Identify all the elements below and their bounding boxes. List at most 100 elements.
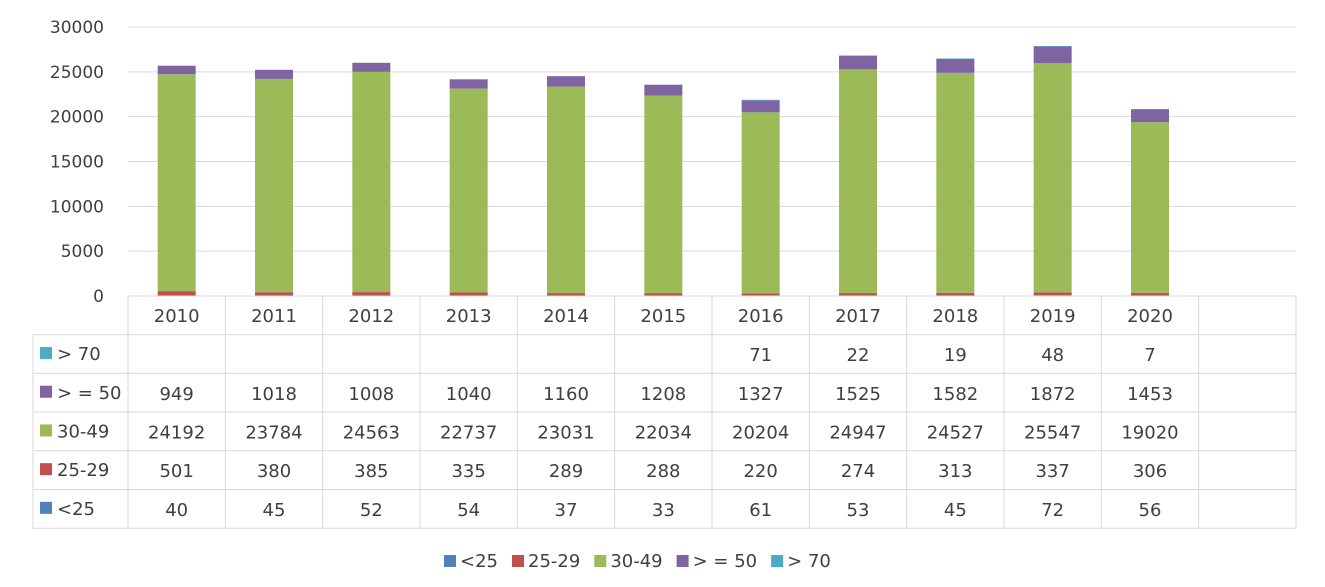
bar-segment: [839, 55, 877, 57]
bar-segment: [839, 69, 877, 294]
data-label: 335: [451, 461, 485, 482]
category-label: 2018: [932, 306, 978, 327]
data-label: 1525: [835, 384, 881, 405]
data-label: 1327: [738, 384, 784, 405]
bar-segment: [449, 292, 488, 296]
data-label: 288: [646, 461, 680, 482]
data-label: 501: [159, 461, 193, 482]
bar-segment: [157, 65, 196, 75]
series-label: <25: [57, 499, 95, 520]
category-label: 2019: [1030, 306, 1076, 327]
data-label: 37: [555, 500, 578, 521]
data-label: 220: [743, 461, 777, 482]
bar-segment: [839, 55, 877, 70]
bar-segment: [741, 112, 780, 294]
data-label: 274: [841, 461, 875, 482]
series-label: > = 50: [57, 383, 122, 404]
bar-segment: [741, 293, 780, 296]
legend-key: [40, 385, 52, 398]
bar-segment: [547, 293, 585, 296]
category-label: 2010: [154, 306, 200, 327]
bar-segment: [644, 293, 683, 296]
data-label: 1040: [446, 384, 492, 405]
category-label: 2015: [640, 306, 686, 327]
bar-segment: [1033, 46, 1072, 47]
data-label: 385: [354, 461, 388, 482]
data-label: 24527: [927, 422, 984, 443]
y-tick-label: 10000: [50, 197, 104, 217]
data-label: 1582: [932, 384, 978, 405]
data-label: 40: [165, 500, 188, 521]
data-label: 24947: [829, 422, 886, 443]
y-tick-label: 0: [93, 287, 104, 307]
category-label: 2014: [543, 306, 589, 327]
data-label: 48: [1041, 345, 1064, 366]
data-label: 23784: [245, 422, 302, 443]
bar-segment: [644, 95, 683, 294]
data-label: 306: [1133, 461, 1167, 482]
data-label: 949: [159, 384, 193, 405]
legend-entry: <25: [460, 551, 498, 572]
legend-key: [40, 501, 52, 514]
data-label: 72: [1041, 500, 1064, 521]
data-label: 71: [749, 345, 772, 366]
bar-segment: [1131, 109, 1169, 110]
data-label: 33: [652, 500, 675, 521]
category-label: 2016: [738, 306, 784, 327]
category-label: 2011: [251, 306, 297, 327]
y-tick-label: 20000: [50, 108, 104, 128]
bar-segment: [936, 58, 975, 60]
category-label: 2017: [835, 306, 881, 327]
data-label: 24192: [148, 422, 205, 443]
bar-segment: [741, 99, 780, 101]
data-label: 7: [1144, 345, 1155, 366]
bar-segment: [936, 292, 975, 296]
bar-segment: [1131, 122, 1169, 293]
data-label: 22: [847, 345, 870, 366]
bar-segment: [1033, 63, 1072, 293]
data-label: 53: [847, 500, 870, 521]
bar-segment: [352, 71, 391, 293]
data-label: 1208: [640, 384, 686, 405]
bar-segment: [547, 86, 585, 294]
bar-segment: [1131, 292, 1169, 296]
data-label: 19: [944, 345, 967, 366]
legend-swatch: [444, 555, 456, 567]
bar-segment: [255, 69, 293, 79]
data-label: 1453: [1127, 384, 1173, 405]
legend-swatch: [676, 555, 689, 567]
bar-segment: [741, 100, 780, 113]
bar-segment: [255, 292, 293, 296]
legend-entry: > = 50: [693, 551, 758, 572]
legend-entry: 25-29: [528, 551, 580, 572]
legend-swatch: [594, 555, 607, 567]
data-label: 19020: [1121, 422, 1178, 443]
data-label: 25547: [1024, 422, 1081, 443]
bar-segment: [157, 291, 196, 296]
bar-segment: [644, 84, 683, 96]
series-label: 25-29: [57, 460, 109, 481]
bar-segment: [157, 74, 196, 292]
bar-segment: [352, 62, 391, 72]
bar-segment: [1131, 109, 1169, 123]
data-label: 23031: [537, 422, 594, 443]
data-label: 56: [1139, 500, 1162, 521]
data-label: 45: [263, 500, 286, 521]
legend-key: [40, 463, 52, 476]
data-label: 24563: [343, 422, 400, 443]
data-label: 1872: [1030, 384, 1076, 405]
legend-key: [40, 424, 52, 437]
y-tick-label: 25000: [50, 63, 104, 83]
bar-segment: [936, 72, 975, 293]
bar-segment: [936, 58, 975, 73]
bar-segment: [1033, 292, 1072, 296]
data-label: 1160: [543, 384, 589, 405]
category-label: 2020: [1127, 306, 1173, 327]
bar-segment: [839, 293, 877, 296]
data-label: 380: [257, 461, 291, 482]
bar-segment: [352, 292, 391, 296]
legend-key: [40, 347, 52, 360]
data-label: 313: [938, 461, 972, 482]
legend-swatch: [771, 555, 784, 567]
data-label: 22034: [635, 422, 692, 443]
